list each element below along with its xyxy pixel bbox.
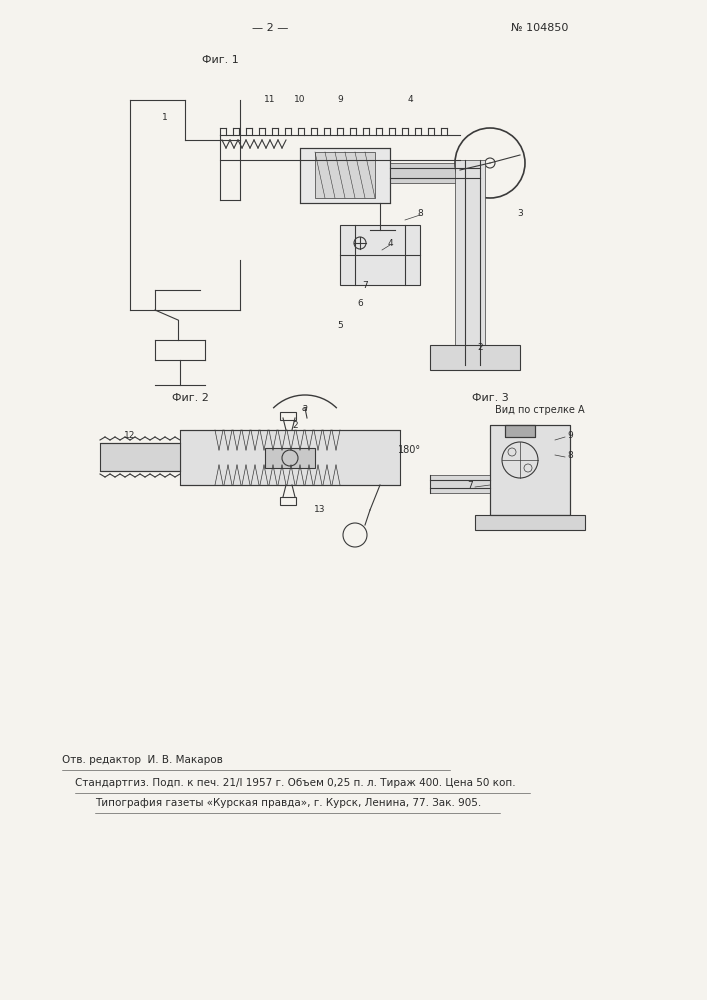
Text: 7: 7 bbox=[467, 481, 473, 489]
Bar bbox=[455, 160, 485, 365]
Text: 11: 11 bbox=[264, 96, 276, 104]
Bar bbox=[315, 152, 375, 198]
Bar bbox=[505, 425, 535, 437]
Text: Стандартгиз. Подп. к печ. 21/I 1957 г. Объем 0,25 п. л. Тираж 400. Цена 50 коп.: Стандартгиз. Подп. к печ. 21/I 1957 г. О… bbox=[75, 778, 515, 788]
Bar bbox=[390, 163, 480, 183]
Text: 12: 12 bbox=[124, 430, 136, 440]
Text: 3: 3 bbox=[517, 209, 523, 218]
Bar bbox=[490, 425, 570, 515]
Bar bbox=[340, 225, 420, 285]
Bar bbox=[430, 345, 520, 370]
Text: Фиг. 1: Фиг. 1 bbox=[201, 55, 238, 65]
Text: 9: 9 bbox=[337, 96, 343, 104]
Text: — 2 —: — 2 — bbox=[252, 23, 288, 33]
Text: 1: 1 bbox=[162, 113, 168, 122]
Text: 10: 10 bbox=[294, 96, 305, 104]
Bar bbox=[180, 430, 400, 485]
Text: a: a bbox=[302, 403, 308, 413]
Bar bbox=[280, 497, 296, 505]
Text: 180°: 180° bbox=[399, 445, 421, 455]
Text: 5: 5 bbox=[337, 322, 343, 330]
Text: 2: 2 bbox=[292, 420, 298, 430]
Text: 6: 6 bbox=[357, 298, 363, 308]
Text: 7: 7 bbox=[362, 280, 368, 290]
Text: 8: 8 bbox=[417, 209, 423, 218]
Text: Отв. редактор  И. В. Макаров: Отв. редактор И. В. Макаров bbox=[62, 755, 223, 765]
Bar bbox=[280, 412, 296, 420]
Text: 4: 4 bbox=[387, 238, 393, 247]
Text: Вид по стрелке A: Вид по стрелке A bbox=[495, 405, 585, 415]
Bar bbox=[505, 425, 535, 437]
Text: Фиг. 3: Фиг. 3 bbox=[472, 393, 508, 403]
Bar bbox=[265, 448, 315, 468]
Text: 9: 9 bbox=[567, 430, 573, 440]
Text: Типография газеты «Курская правда», г. Курск, Ленина, 77. Зак. 905.: Типография газеты «Курская правда», г. К… bbox=[95, 798, 481, 808]
Text: 2: 2 bbox=[477, 344, 483, 353]
Bar bbox=[100, 443, 180, 471]
Text: 4: 4 bbox=[407, 96, 413, 104]
Text: № 104850: № 104850 bbox=[511, 23, 568, 33]
Bar bbox=[430, 475, 490, 493]
Text: 8: 8 bbox=[567, 450, 573, 460]
Text: 13: 13 bbox=[314, 506, 326, 514]
Bar bbox=[300, 148, 390, 203]
Text: Фиг. 2: Фиг. 2 bbox=[172, 393, 209, 403]
Bar bbox=[475, 515, 585, 530]
Bar bbox=[490, 425, 570, 515]
